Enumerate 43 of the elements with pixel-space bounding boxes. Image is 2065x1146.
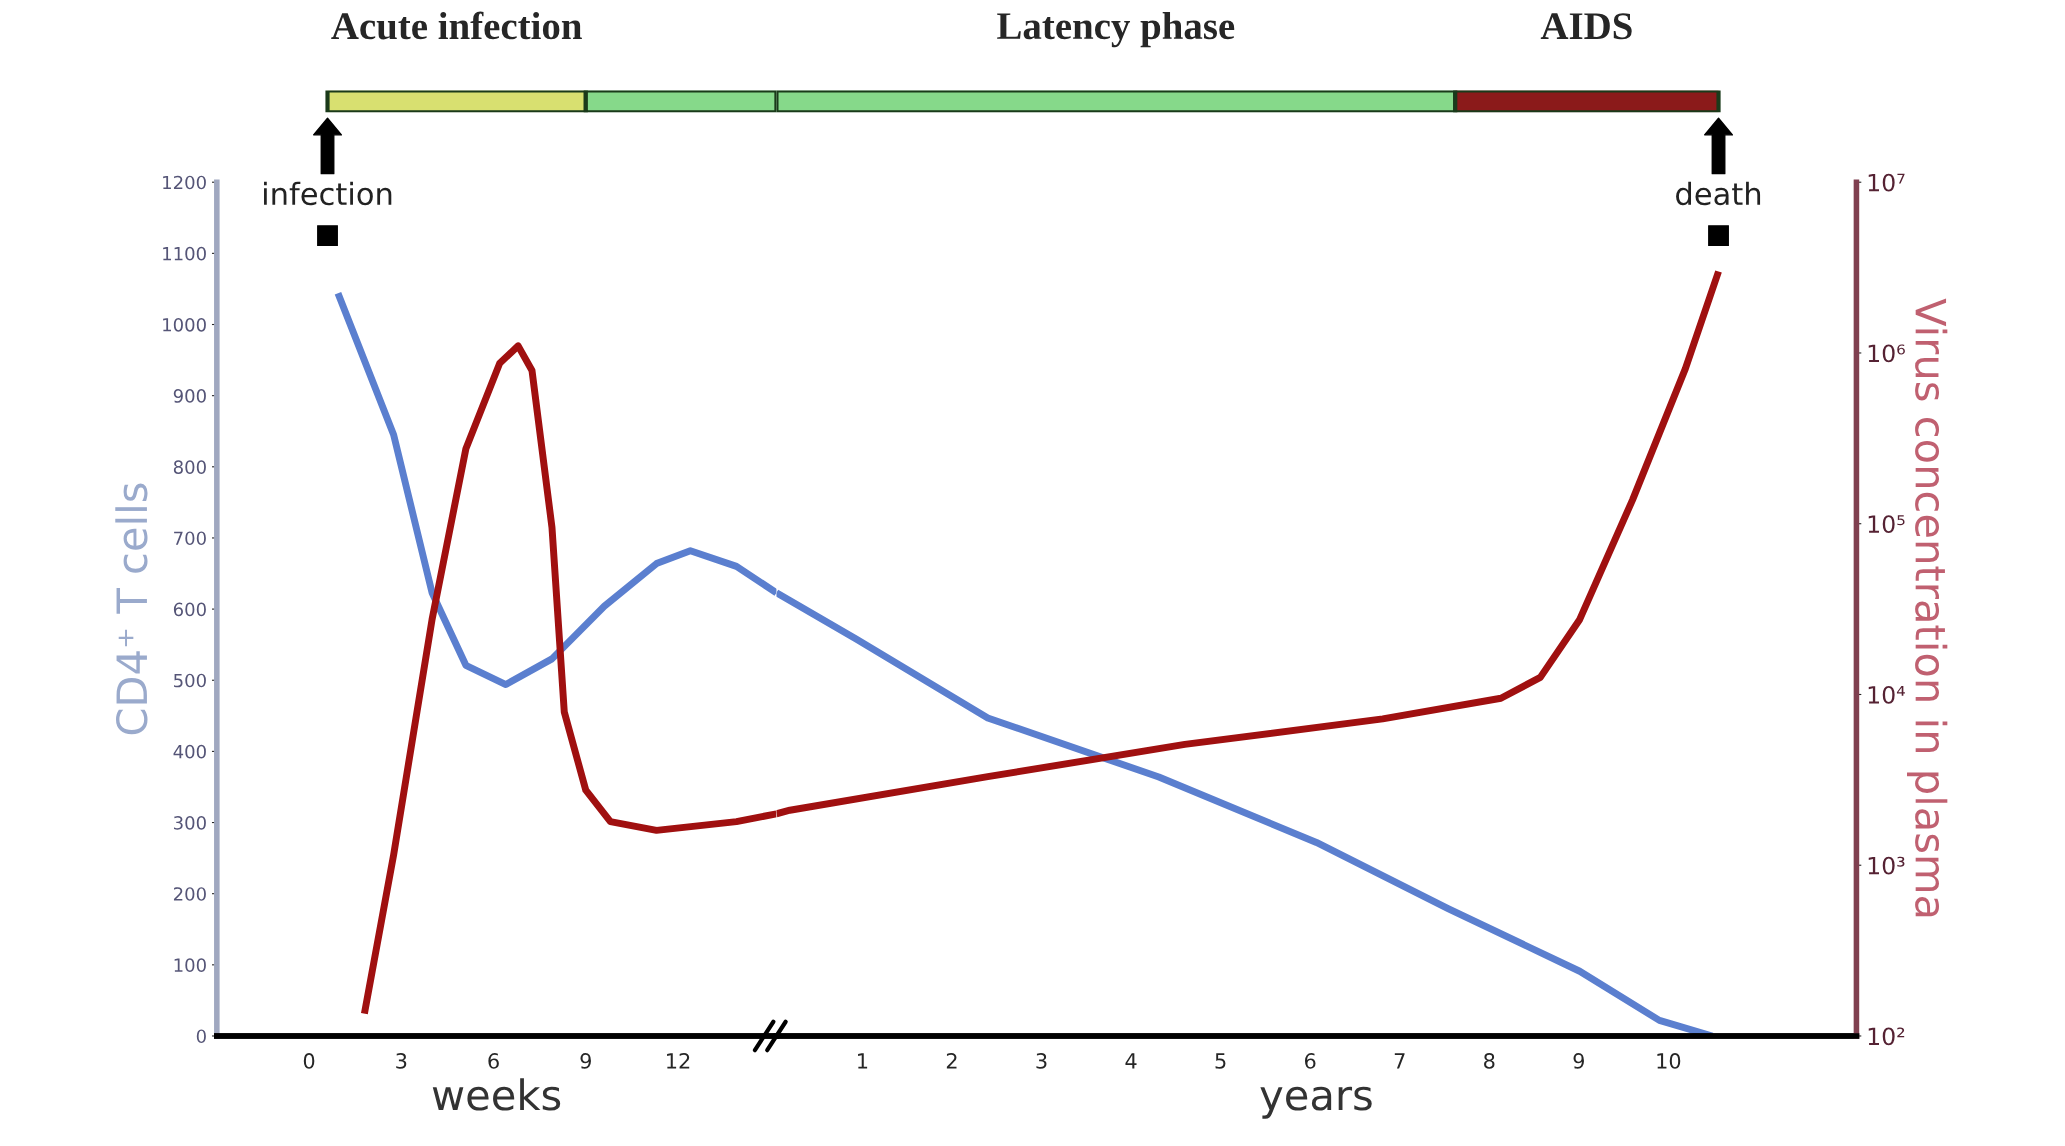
x-tick-label: 7 [1394, 1053, 1405, 1069]
y-tick-label: 500 [174, 673, 206, 688]
x-tick-label: 4 [1125, 1053, 1137, 1069]
x-tick-label: 10 [1657, 1053, 1681, 1069]
y-tick-label: 700 [174, 531, 206, 546]
annotation: death [1676, 181, 1761, 206]
x-tick-label: 6 [488, 1053, 499, 1069]
x-tick-label: 8 [1484, 1053, 1495, 1069]
x-axis-title: years [1260, 1086, 1372, 1119]
y-tick-label: 400 [173, 744, 206, 759]
x-tick-label: 2 [946, 1053, 957, 1069]
x-tick-label: 3 [1036, 1053, 1047, 1069]
y2-tick-label: 10² [1868, 1027, 1905, 1046]
y-tick-label: 900 [173, 389, 206, 403]
y-tick-label: 800 [173, 460, 206, 474]
y-tick-label: 600 [173, 602, 206, 617]
y-tick-label: 0 [196, 1029, 206, 1044]
x-tick-label: 12 [667, 1053, 690, 1069]
x-tick-label: 1 [858, 1053, 868, 1069]
y-axis-title: CD4⁺ T cells [115, 483, 148, 735]
y2-tick-label: 10³ [1868, 856, 1905, 875]
text: AIDS [1540, 13, 1632, 40]
y2-tick-label: 10⁷ [1868, 173, 1905, 192]
y-tick-label: 100 [174, 958, 206, 972]
text: Latency phase [997, 11, 1235, 48]
annotation: infection [264, 181, 392, 206]
x-tick-label: 5 [1215, 1053, 1226, 1069]
x-tick-label: 3 [396, 1053, 407, 1069]
x-axis-title: weeks [432, 1078, 561, 1111]
y-tick-label: 200 [173, 887, 206, 901]
y2-axis-title: Virus concentration in plasma [1907, 298, 1948, 917]
y-tick-label: 300 [174, 816, 206, 830]
y2-tick-label: 10⁴ [1868, 685, 1905, 704]
text: Acute infection [331, 11, 582, 40]
x-tick-label: 6 [1305, 1053, 1316, 1069]
x-tick-label: 0 [303, 1053, 315, 1069]
y2-tick-label: 10⁵ [1868, 515, 1905, 534]
y-tick-label: 1200 [163, 175, 206, 190]
y2-tick-label: 10⁶ [1868, 344, 1905, 363]
x-tick-label: 9 [580, 1053, 591, 1069]
y-tick-label: 1100 [163, 246, 206, 261]
y-tick-label: 1000 [163, 317, 206, 332]
x-tick-label: 9 [1573, 1053, 1584, 1069]
